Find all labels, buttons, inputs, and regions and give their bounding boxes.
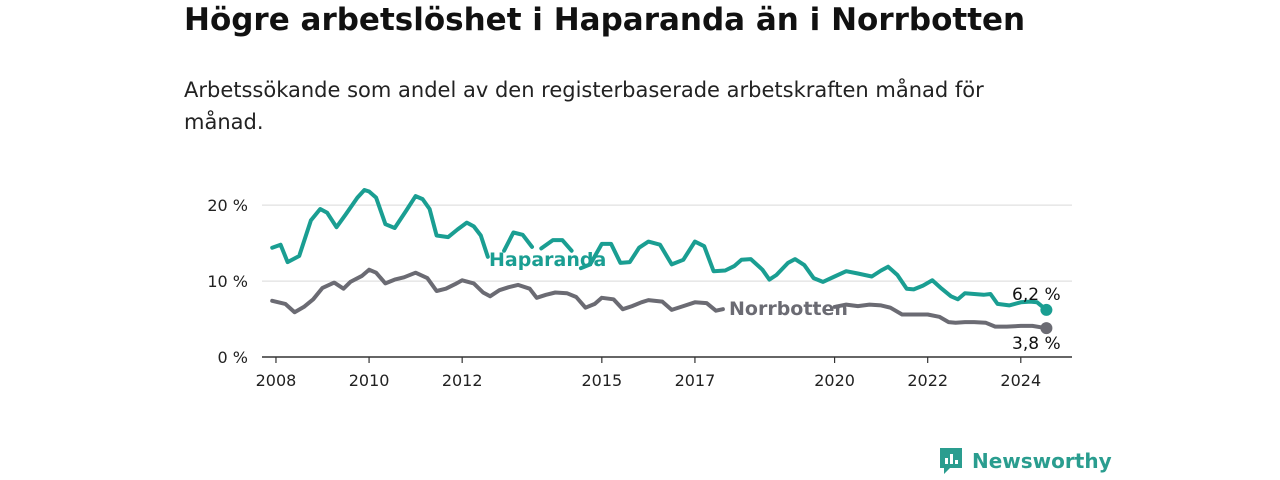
series-lines bbox=[270, 188, 1053, 335]
y-axis: 0 % 10 % 20 % bbox=[207, 196, 248, 367]
x-tick-label: 2015 bbox=[581, 371, 622, 390]
series-label-norrbotten: Norrbotten bbox=[729, 298, 848, 320]
x-tick-label: 2012 bbox=[442, 371, 483, 390]
x-tick-label: 2010 bbox=[349, 371, 390, 390]
end-label-haparanda: 6,2 % bbox=[1012, 285, 1061, 305]
series-labels: Haparanda Norrbotten 6,2 % 3,8 % bbox=[489, 249, 1061, 354]
x-tick-label: 2022 bbox=[907, 371, 948, 390]
x-tick-label: 2008 bbox=[256, 371, 297, 390]
x-tick-label: 2020 bbox=[814, 371, 855, 390]
series-line-norrbotten bbox=[270, 267, 1049, 331]
newsworthy-logo-icon bbox=[940, 448, 962, 474]
y-tick-label: 10 % bbox=[207, 272, 248, 291]
y-tick-label: 20 % bbox=[207, 196, 248, 215]
end-point-haparanda bbox=[1040, 303, 1053, 316]
end-label-norrbotten: 3,8 % bbox=[1012, 334, 1061, 354]
x-axis: 2008 2010 2012 2015 2017 2020 2022 2024 bbox=[256, 356, 1072, 390]
brand: Newsworthy bbox=[938, 446, 1112, 476]
y-tick-label: 0 % bbox=[218, 348, 248, 367]
series-line-haparanda bbox=[270, 188, 1049, 312]
end-point-norrbotten bbox=[1040, 322, 1053, 335]
chart-subtitle: Arbetssökande som andel av den registerb… bbox=[184, 78, 984, 134]
x-tick-label: 2024 bbox=[1000, 371, 1041, 390]
series-label-haparanda: Haparanda bbox=[489, 249, 606, 271]
chart-title: Högre arbetslöshet i Haparanda än i Norr… bbox=[184, 2, 1026, 38]
x-tick-label: 2017 bbox=[675, 371, 716, 390]
brand-name: Newsworthy bbox=[972, 449, 1112, 473]
